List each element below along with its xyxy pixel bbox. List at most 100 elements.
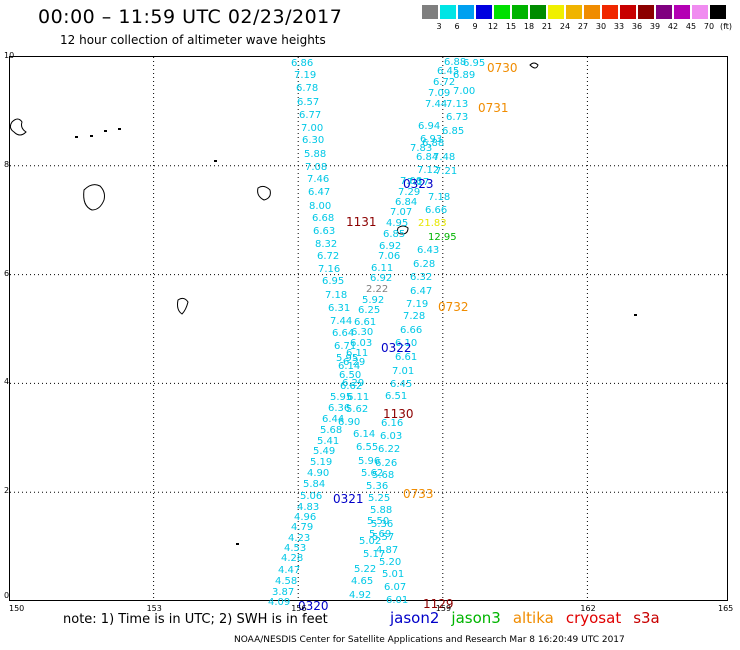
wave-height-label: 6.95 [322, 276, 344, 287]
map-title: 00:00 – 11:59 UTC 02/23/2017 [38, 6, 343, 28]
map-subtitle: 12 hour collection of altimeter wave hei… [60, 33, 326, 47]
legend-label: 21 [541, 22, 553, 31]
wave-height-label: 6.31 [328, 303, 350, 314]
wave-height-label: 8.32 [315, 239, 337, 250]
wave-height-label: 6.94 [418, 121, 440, 132]
island-outline [257, 185, 271, 201]
legend-label: 27 [577, 22, 589, 31]
wave-height-label: 7.00 [453, 86, 475, 97]
wave-height-label: 7.07 [390, 207, 412, 218]
pass-time-label: 0322 [381, 341, 412, 355]
wave-height-label: 4.83 [297, 502, 319, 513]
islet-mark [104, 130, 107, 132]
wave-height-label: 6.78 [296, 83, 318, 94]
wave-height-label: 7.09 [428, 88, 450, 99]
wave-height-label: 4.58 [275, 576, 297, 587]
wave-height-label: 6.30 [351, 327, 373, 338]
wave-height-label: 6.57 [297, 97, 319, 108]
wave-height-label: 6.14 [353, 429, 375, 440]
wave-height-label: 7.83 [410, 143, 432, 154]
wave-height-label: 5.84 [303, 479, 325, 490]
wave-height-label: 3.87 [272, 587, 294, 598]
wave-height-label: 5.06 [300, 491, 322, 502]
wave-height-label: 5.01 [382, 569, 404, 580]
pass-time-label: 0730 [487, 61, 518, 75]
legend-swatch [710, 5, 726, 19]
wave-height-label: 7.00 [301, 123, 323, 134]
wave-height-label: 5.22 [354, 564, 376, 575]
legend-label: 24 [559, 22, 571, 31]
satellite-name: jason3 [451, 609, 501, 627]
wave-height-label: 5.41 [317, 436, 339, 447]
wave-height-label: 6.03 [350, 338, 372, 349]
satellite-name: cryosat [565, 609, 622, 627]
wave-height-label: 6.11 [346, 348, 368, 359]
island-outline [397, 225, 409, 235]
wave-height-label: 6.10 [395, 338, 417, 349]
legend-swatch [656, 5, 672, 19]
wave-height-label: 7.21 [435, 166, 457, 177]
wave-height-label: 6.29 [342, 378, 364, 389]
wave-height-label: 21.83 [418, 218, 447, 229]
islet-mark [236, 543, 239, 545]
islet-mark [214, 160, 217, 162]
wave-height-label: 4.92 [349, 590, 371, 601]
wave-height-label: 6.07 [384, 582, 406, 593]
x-tick-label: 150 [9, 604, 25, 613]
legend-unit: (ft) [719, 22, 733, 31]
legend-swatch [602, 5, 618, 19]
x-tick-label: 165 [718, 604, 734, 613]
wave-height-label: 6.86 [291, 58, 313, 69]
wave-height-label: 6.77 [299, 110, 321, 121]
wave-height-label: 6.64 [332, 328, 354, 339]
islet-mark [634, 314, 637, 316]
pass-time-label: 0731 [478, 101, 509, 115]
pass-time-label: 0323 [403, 177, 434, 191]
wave-height-label: 5.88 [304, 149, 326, 160]
pass-time-label: 0320 [298, 599, 329, 613]
wave-height-label: 6.47 [410, 286, 432, 297]
satellite-legend: jason2 jason3 altika cryosat s3a [390, 609, 672, 627]
y-tick-label: 6 [4, 268, 10, 278]
legend-swatch [458, 5, 474, 19]
wave-height-label: 6.25 [358, 305, 380, 316]
wave-height-label: 6.55 [356, 442, 378, 453]
islet-mark [118, 128, 121, 130]
satellite-name: altika [512, 609, 554, 627]
wave-height-label: 12.95 [428, 232, 457, 243]
wave-height-label: 4.23 [288, 533, 310, 544]
legend-label: 39 [649, 22, 661, 31]
wave-height-label: 6.22 [378, 444, 400, 455]
legend-label: 6 [454, 22, 460, 31]
wave-height-label: 6.95 [463, 58, 485, 69]
x-tick-label: 159 [435, 604, 452, 613]
wave-height-label: 4.65 [351, 576, 373, 587]
wave-height-label: 6.63 [313, 226, 335, 237]
wave-height-label: 6.90 [338, 417, 360, 428]
wave-height-label: 7.01 [392, 366, 414, 377]
wave-height-label: 5.02 [359, 536, 381, 547]
wave-height-label: 6.61 [395, 352, 417, 363]
wave-height-label: 7.08 [305, 162, 327, 173]
y-tick-label: 8 [4, 159, 10, 169]
x-tick-label: 162 [580, 604, 596, 613]
y-tick-label: 10 [4, 51, 15, 60]
wave-height-label: 4.90 [307, 468, 329, 479]
wave-height-label: 6.01 [386, 595, 408, 606]
islet-mark [90, 135, 93, 137]
pass-time-label: 0733 [403, 487, 434, 501]
wave-height-label: 5.36 [366, 481, 388, 492]
wave-height-label: 6.66 [400, 325, 422, 336]
wave-height-label: 5.17 [363, 549, 385, 560]
wave-height-label: 4.09 [268, 597, 290, 608]
legend-label: 15 [505, 22, 517, 31]
wave-height-label: 6.88 [422, 138, 444, 149]
wave-height-label: 5.88 [370, 505, 392, 516]
wave-height-label: 6.14 [338, 361, 360, 372]
legend-label: 18 [523, 22, 535, 31]
legend-label: 70 [703, 22, 715, 31]
wave-height-label: 7.19 [406, 299, 428, 310]
wave-height-label: 7.18 [428, 192, 450, 203]
wave-height-label: 6.85 [383, 229, 405, 240]
wave-height-label: 5.50 [367, 516, 389, 527]
